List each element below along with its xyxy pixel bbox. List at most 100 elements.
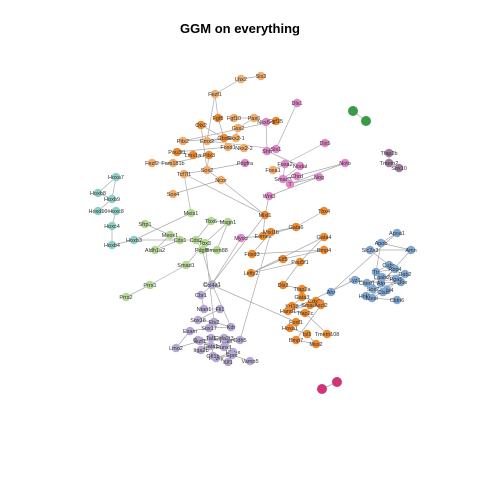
- node-label: Amn: [405, 248, 416, 254]
- node-label: Sox18: [190, 318, 206, 324]
- node-label: Tcf7l1: [177, 172, 191, 178]
- node-Cbfa2t3: Cbfa2t3: [214, 333, 234, 343]
- node-label: Nkx2-1: [227, 136, 244, 142]
- node-label: Foxd1: [220, 145, 235, 151]
- node-circle: [229, 113, 239, 123]
- node-label: Tmem88: [206, 248, 228, 254]
- node-circle: [300, 308, 310, 318]
- node-circle: [390, 264, 400, 274]
- node-label: Esam: [183, 329, 197, 335]
- node-label: Six3: [256, 74, 267, 80]
- node-circle: [332, 377, 342, 387]
- node-Mixl1: Mixl1: [259, 210, 272, 220]
- node-circle: [391, 274, 401, 284]
- node-Hand1: Hand1: [280, 306, 296, 316]
- node-circle: [231, 133, 241, 143]
- node-Tbx3: Tbx3: [199, 238, 211, 248]
- node-Smad1: Smad1: [177, 260, 195, 270]
- node-Hbb-b1: [317, 384, 327, 394]
- node-Noto: Noto: [339, 158, 351, 168]
- node-Hoxb9: Hoxb9: [104, 194, 120, 204]
- node-label: Tal1: [206, 336, 216, 342]
- edge-Lefty2-Pou5f1: [250, 261, 301, 274]
- node-Ctsh: Ctsh: [377, 287, 389, 297]
- node-label: Sox4: [167, 192, 180, 198]
- node-circle: [291, 222, 301, 232]
- node-Six3: Six3: [256, 71, 267, 81]
- node-label: Mixl1: [259, 213, 272, 219]
- node-circle: [261, 117, 271, 127]
- edge-Ttr-Apob: [375, 242, 382, 273]
- node-label: Dlx1: [291, 101, 302, 107]
- node-Ahr: Ahr: [326, 287, 336, 297]
- node-Foxa2: Foxa2: [277, 159, 293, 169]
- node-circle: [193, 315, 203, 325]
- node-Six1: Six1: [271, 144, 282, 154]
- node-circle: [223, 217, 233, 227]
- node-Meis1: Meis1: [184, 208, 199, 218]
- node-label: Tmem2: [380, 161, 399, 167]
- node-label: Tfap2c: [297, 311, 314, 317]
- node-circle: [260, 210, 270, 220]
- node-Ntan1: Ntan1: [197, 304, 211, 314]
- node-circle: [371, 267, 381, 277]
- node-Gbx2: Gbx2: [217, 133, 231, 143]
- edge-Pdgfb-Col1a1: [201, 249, 213, 285]
- node-label: Ahr: [327, 290, 336, 296]
- node-label: Msx2: [309, 342, 322, 348]
- node-label: Lgals2: [374, 275, 390, 281]
- node-Elf5: Elf5: [278, 254, 288, 264]
- node-circle: [208, 351, 218, 361]
- node-circle: [223, 142, 233, 152]
- node-label: Hoxb4: [104, 243, 120, 249]
- node-Cldn6: Cldn6: [390, 295, 404, 305]
- node-label: Fezf2: [145, 161, 159, 167]
- node-label: Gata6: [289, 225, 304, 231]
- node-label: Six1: [271, 147, 282, 153]
- node-Pga5: Pga5: [390, 274, 402, 284]
- node-Fgf8: Fgf8: [212, 113, 224, 123]
- node-circle: [280, 159, 290, 169]
- node-label: Lyz1: [349, 278, 360, 284]
- edge-Mixl1-Tcf7l1: [183, 173, 266, 216]
- edge-Gata4-Pou5f1: [299, 236, 325, 263]
- node-Gsx2: Gsx2: [232, 123, 245, 133]
- node-label: Foxf1: [289, 320, 303, 326]
- node-label: Mest: [366, 296, 378, 302]
- node-label: Epor: [226, 353, 238, 359]
- node-label: Tmem108: [315, 332, 340, 338]
- node-label: Pdgfb: [195, 248, 209, 254]
- node-label: Dlx3: [277, 283, 288, 289]
- node-label: Meis1: [184, 211, 199, 217]
- node-label: Dlx5: [319, 141, 330, 147]
- node-Dab2: Dab2: [398, 269, 412, 279]
- node-circle: [368, 284, 378, 294]
- node-label: Nodal: [293, 164, 307, 170]
- node-circle: [258, 231, 268, 241]
- node-circle: [291, 317, 301, 327]
- node-Esam: Esam: [183, 326, 197, 336]
- node-label: Gsx2: [232, 126, 245, 132]
- node-circle: [322, 329, 332, 339]
- node-label: Apoa1: [389, 231, 405, 237]
- node-label: Pitx3: [203, 153, 215, 159]
- node-Hoxa1: Hoxa1: [282, 323, 298, 333]
- node-circle: [121, 292, 131, 302]
- node-circle: [186, 208, 196, 218]
- node-label: Runx1: [216, 345, 232, 351]
- node-Rbp4: Rbp4: [388, 264, 402, 274]
- figure-title: GGM on everything: [180, 21, 300, 36]
- node-label: Afp: [377, 281, 385, 287]
- node-Apoa1: Apoa1: [389, 228, 405, 238]
- edge-Sox4-Ncor: [172, 179, 222, 195]
- node-circle: [377, 272, 387, 282]
- node-Nkx6-1: Nkx6-1: [257, 117, 275, 127]
- node-circle: [361, 116, 371, 126]
- node-circle: [314, 172, 324, 182]
- node-Fgf15: Fgf15: [269, 116, 283, 126]
- node-label: Fli1: [216, 307, 225, 313]
- node-circle: [362, 278, 372, 288]
- node-circle: [93, 188, 103, 198]
- node-label: Vamp5: [241, 359, 258, 365]
- node-circle: [196, 290, 206, 300]
